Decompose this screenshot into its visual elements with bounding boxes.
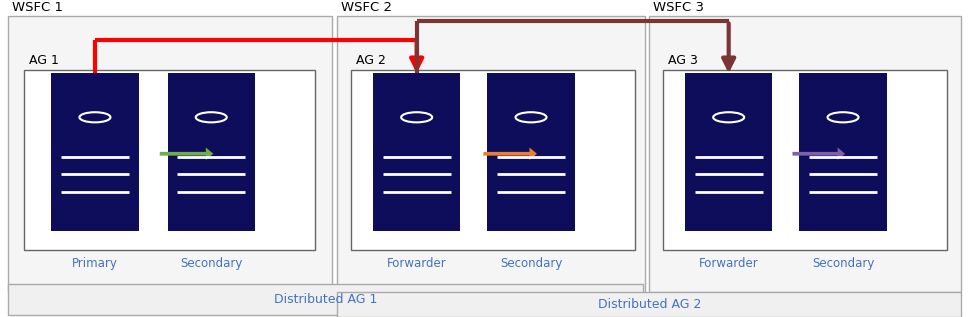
Bar [8,284,643,315]
Bar [649,16,961,292]
Text: WSFC 1: WSFC 1 [12,1,63,14]
Bar [685,73,772,231]
Bar [663,70,947,250]
Text: WSFC 2: WSFC 2 [341,1,392,14]
Bar [168,73,255,231]
Bar [487,73,575,231]
Bar [351,70,635,250]
Text: AG 1: AG 1 [29,54,59,67]
Bar [373,73,460,231]
Text: AG 2: AG 2 [356,54,386,67]
Bar [337,292,961,317]
Bar [51,73,139,231]
Bar [799,73,887,231]
Text: AG 3: AG 3 [668,54,698,67]
Text: Secondary: Secondary [500,257,562,270]
Text: Forwarder: Forwarder [387,257,447,270]
Bar [337,16,645,292]
Text: Secondary: Secondary [812,257,874,270]
Text: Secondary: Secondary [180,257,242,270]
Text: Distributed AG 2: Distributed AG 2 [598,298,701,311]
Bar [8,16,332,292]
Text: Distributed AG 1: Distributed AG 1 [274,293,377,307]
Text: Primary: Primary [72,257,118,270]
Text: Forwarder: Forwarder [699,257,759,270]
Text: WSFC 3: WSFC 3 [653,1,704,14]
Bar [24,70,315,250]
